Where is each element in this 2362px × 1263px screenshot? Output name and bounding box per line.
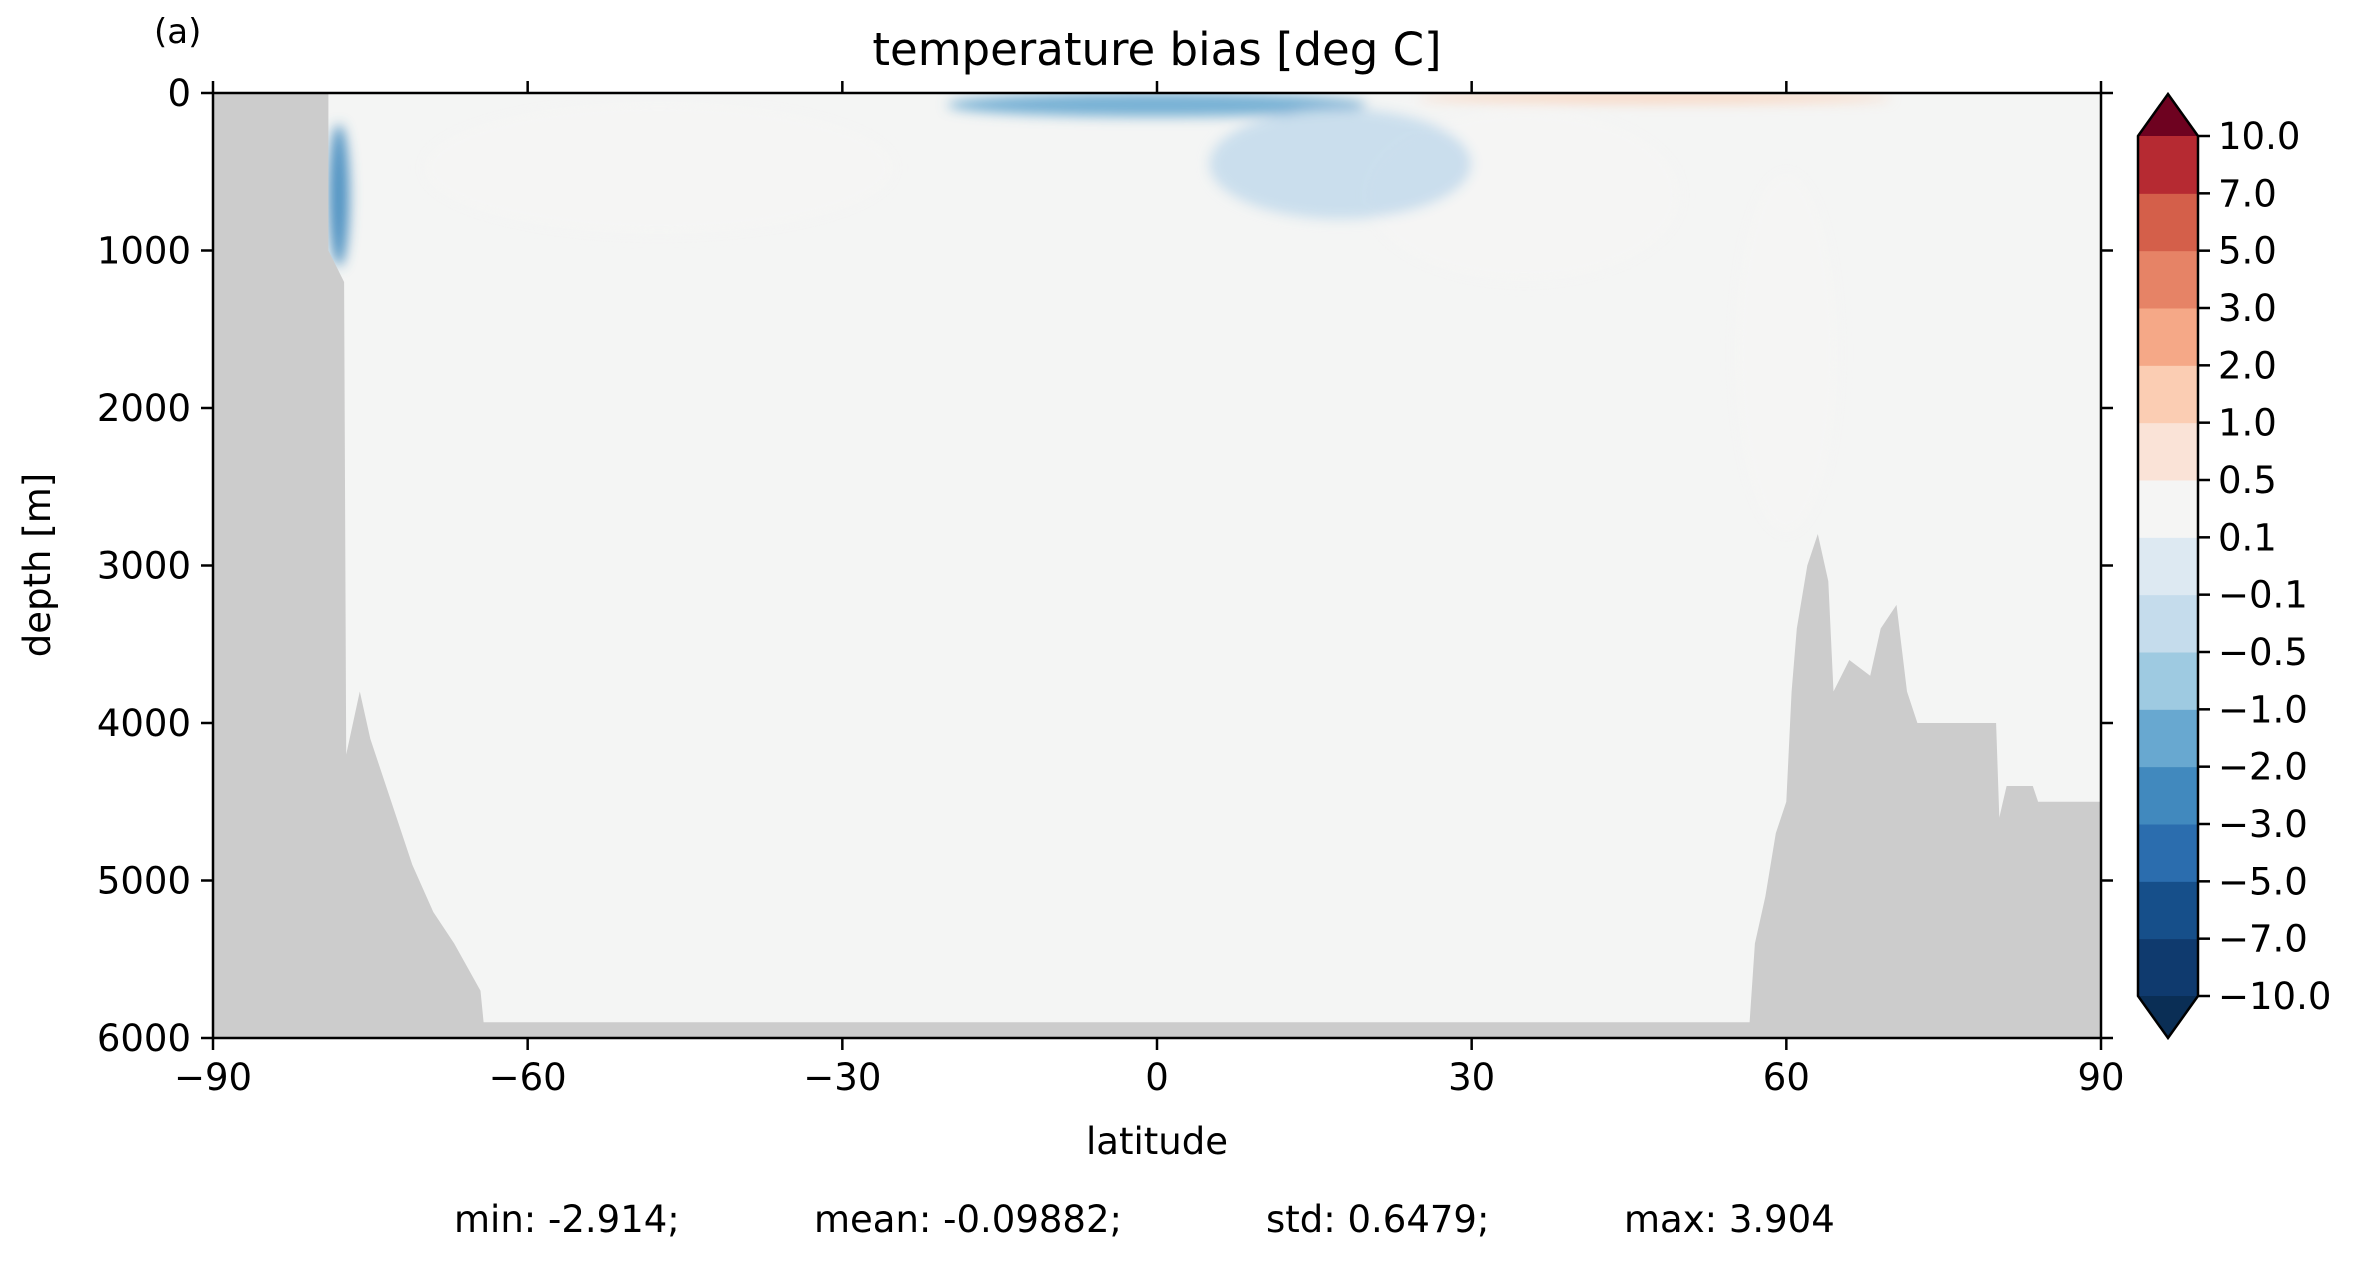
colorbar-segment bbox=[2138, 824, 2198, 882]
anomaly-region bbox=[328, 124, 350, 267]
x-tick-label: 30 bbox=[1448, 1056, 1495, 1099]
colorbar-tick-label: 0.1 bbox=[2218, 516, 2277, 559]
y-tick-label: 2000 bbox=[97, 387, 191, 430]
colorbar-segment bbox=[2138, 537, 2198, 596]
colorbar-tick-label: 3.0 bbox=[2218, 287, 2277, 330]
y-tick-label: 5000 bbox=[97, 860, 191, 903]
stats-max: max: 3.904 bbox=[1624, 1198, 1835, 1241]
anomaly-region bbox=[1209, 108, 1472, 219]
x-tick-label: 0 bbox=[1145, 1056, 1169, 1099]
stats-min: min: -2.914; bbox=[454, 1198, 680, 1241]
y-tick-label: 4000 bbox=[97, 702, 191, 745]
anomaly-region bbox=[1419, 93, 1892, 103]
y-axis: 0 1000 2000 3000 4000 5000 6000 bbox=[97, 72, 2113, 1060]
x-tick-label: −60 bbox=[489, 1056, 567, 1099]
x-tick-label: −30 bbox=[803, 1056, 881, 1099]
colorbar-segment bbox=[2138, 766, 2198, 825]
x-tick-label: 90 bbox=[2077, 1056, 2124, 1099]
colorbar-tick-label: −0.1 bbox=[2218, 574, 2308, 617]
colorbar-segment bbox=[2138, 422, 2198, 481]
colorbar-over-arrow bbox=[2138, 94, 2198, 136]
y-tick-label: 1000 bbox=[97, 230, 191, 273]
x-tick-label: 60 bbox=[1763, 1056, 1810, 1099]
anomaly-region bbox=[422, 100, 895, 235]
colorbar-segment bbox=[2138, 709, 2198, 768]
colorbar-segment bbox=[2138, 594, 2198, 653]
colorbar-segment bbox=[2138, 250, 2198, 309]
colorbar-tick-label: −5.0 bbox=[2218, 860, 2308, 903]
colorbar-segment bbox=[2138, 193, 2198, 252]
x-axis: −90 −60 −30 0 30 60 90 bbox=[174, 81, 2125, 1099]
colorbar-tick-label: −2.0 bbox=[2218, 746, 2308, 789]
colorbar-segment bbox=[2138, 365, 2198, 424]
stats-mean: mean: -0.09882; bbox=[814, 1198, 1122, 1241]
anomaly-layer bbox=[328, 93, 1892, 534]
colorbar-segment bbox=[2138, 938, 2198, 997]
colorbar-tick-label: 7.0 bbox=[2218, 172, 2277, 215]
y-tick-label: 6000 bbox=[97, 1017, 191, 1060]
colorbar-tick-label: −10.0 bbox=[2218, 975, 2331, 1018]
stats-std: std: 0.6479; bbox=[1266, 1198, 1490, 1241]
anomaly-region bbox=[947, 93, 1367, 117]
colorbar-tick-label: −1.0 bbox=[2218, 688, 2308, 731]
y-axis-label: depth [m] bbox=[16, 473, 59, 657]
colorbar-under-arrow bbox=[2138, 996, 2198, 1038]
colorbar-tick-label: −0.5 bbox=[2218, 631, 2308, 674]
chart-title: temperature bias [deg C] bbox=[872, 23, 1441, 76]
x-axis-label: latitude bbox=[1086, 1120, 1228, 1163]
land-mask bbox=[213, 93, 2101, 1038]
colorbar-segment bbox=[2138, 480, 2198, 538]
colorbar-segment bbox=[2138, 652, 2198, 710]
colorbar-segment bbox=[2138, 136, 2198, 194]
colorbar-tick-label: 1.0 bbox=[2218, 402, 2277, 445]
colorbar-tick-label: 5.0 bbox=[2218, 230, 2277, 273]
panel-label: (a) bbox=[154, 12, 202, 52]
colorbar: −10.0 −7.0 −5.0 −3.0 −2.0 −1.0 −0.5 −0.1 0.1 0.5 1… bbox=[2136, 91, 2331, 1041]
colorbar-segment bbox=[2138, 881, 2198, 940]
y-tick-label: 3000 bbox=[97, 545, 191, 588]
y-tick-label: 0 bbox=[167, 72, 191, 115]
colorbar-tick-label: −7.0 bbox=[2218, 918, 2308, 961]
x-tick-label: −90 bbox=[174, 1056, 252, 1099]
colorbar-segment bbox=[2138, 308, 2198, 366]
colorbar-tick-label: 2.0 bbox=[2218, 344, 2277, 387]
colorbar-tick-label: 0.5 bbox=[2218, 459, 2277, 502]
colorbar-tick-label: 10.0 bbox=[2218, 115, 2300, 158]
anomaly-region bbox=[1733, 171, 1839, 534]
colorbar-tick-label: −3.0 bbox=[2218, 803, 2308, 846]
